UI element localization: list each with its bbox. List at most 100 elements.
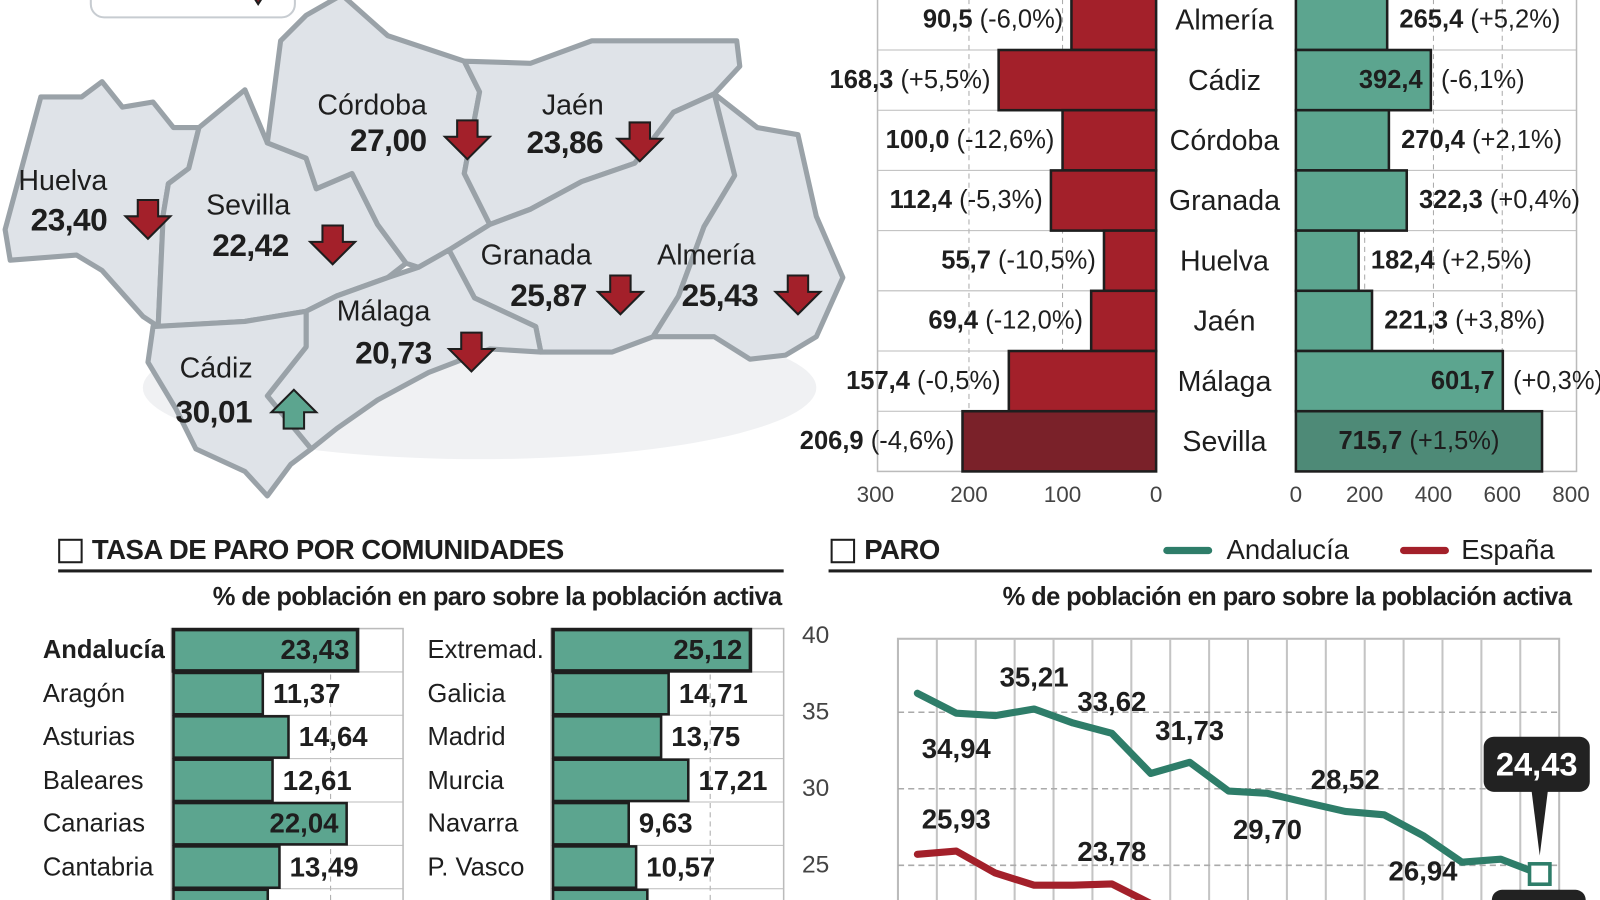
community-bar <box>551 715 663 759</box>
community-value: 22,04 <box>269 808 339 839</box>
community-bar <box>172 758 274 803</box>
change: (+5,5%) <box>900 64 991 94</box>
right-bar-label: 270,4 (+2,1%) <box>1401 127 1562 153</box>
community-bar <box>172 845 281 890</box>
data-label: 26,94 <box>1388 856 1458 887</box>
value: 69,4 <box>928 305 979 335</box>
community-name: Extremad. <box>427 635 544 665</box>
community-value: 25,12 <box>673 634 743 666</box>
value: 265,4 <box>1399 4 1464 34</box>
right-bar <box>1294 0 1389 52</box>
province-category-label: Málaga <box>1177 364 1272 397</box>
left-bar-label: 206,9 (-4,6%) <box>800 428 955 454</box>
province-name-label: Cádiz <box>179 352 253 384</box>
province-category-label: Córdoba <box>1169 123 1280 156</box>
right-bar-label: 221,3 (+3,8%) <box>1384 305 1546 335</box>
right-bar-label: 265,4 (+5,2%) <box>1399 4 1560 34</box>
arrow-down-icon <box>442 119 493 161</box>
community-name: Navarra <box>427 809 519 838</box>
left-bar-label: 69,4 (-12,0%) <box>928 305 1083 335</box>
right-bar-value: 601,7 <box>1430 365 1495 395</box>
x-tick-label: 400 <box>1414 481 1453 508</box>
left-bar-label: 55,7 (-10,5%) <box>941 247 1096 273</box>
community-value: 11,37 <box>273 678 341 709</box>
province-rate-value: 25,43 <box>681 277 759 314</box>
community-bar <box>551 758 690 803</box>
province-rate-value: 20,73 <box>355 334 432 371</box>
left-bar <box>1061 108 1158 172</box>
left-bar <box>1070 0 1158 52</box>
community-value: 17,21 <box>698 764 768 796</box>
value: 90,5 <box>922 4 973 34</box>
community-value: 23,43 <box>280 634 350 666</box>
province-butterfly-chart <box>876 0 1578 473</box>
change: (+2,5%) <box>1441 245 1532 274</box>
legend-label: Andalucía <box>1226 534 1350 566</box>
change: (-6,0%) <box>979 4 1064 34</box>
communities-rule <box>58 569 784 573</box>
left-bar <box>1007 349 1158 413</box>
data-label: 28,52 <box>1310 764 1380 796</box>
value: 182,4 <box>1370 245 1435 274</box>
community-bar <box>551 627 753 673</box>
province-category-label: Sevilla <box>1182 424 1267 457</box>
community-name: Murcia <box>427 765 505 795</box>
y-tick-label: 25 <box>802 851 830 879</box>
community-name: Cantabria <box>42 852 154 882</box>
arrow-down-icon <box>254 0 262 6</box>
community-value: 10,57 <box>646 851 716 883</box>
change: (+3,8%) <box>1455 305 1546 335</box>
left-bar-label: 100,0 (-12,6%) <box>886 127 1055 153</box>
community-bar <box>551 801 630 846</box>
change: (-10,5%) <box>998 245 1096 274</box>
province-category-label: Cádiz <box>1187 63 1262 96</box>
communities-bar-chart <box>170 627 785 900</box>
left-bar <box>961 409 1158 473</box>
community-value: 14,64 <box>298 721 368 753</box>
community-name: Baleares <box>42 765 144 795</box>
change: (+0,4%) <box>1489 185 1580 214</box>
x-tick-label: 200 <box>1345 481 1384 508</box>
data-label: 33,62 <box>1077 686 1147 718</box>
community-bar <box>551 845 638 890</box>
arrow-up-icon <box>268 388 319 430</box>
value: 322,3 <box>1418 185 1483 214</box>
community-name: Madrid <box>427 722 506 752</box>
community-bar <box>172 715 290 759</box>
change: (-5,3%) <box>959 185 1043 214</box>
legend-swatch-green <box>1163 546 1213 555</box>
x-tick-label: 0 <box>1149 481 1163 508</box>
change: (-0,5%) <box>917 365 1001 395</box>
left-bar-label: 157,4 (-0,5%) <box>846 365 1001 395</box>
change: (+1,5%) <box>1409 426 1500 455</box>
right-bar-label: 322,3 (+0,4%) <box>1419 187 1580 213</box>
communities-title: TASA DE PARO POR COMUNIDADES <box>91 534 564 566</box>
community-name: Aragón <box>42 679 126 708</box>
left-bar-label: 168,3 (+5,5%) <box>830 64 991 94</box>
communities-subtitle: % de población en paro sobre la població… <box>212 582 782 612</box>
value: 715,7 <box>1338 426 1403 455</box>
callout-box <box>1483 736 1590 792</box>
community-name: Canarias <box>42 809 145 838</box>
paro-rule <box>828 569 1592 573</box>
summary-box <box>89 0 296 19</box>
arrow-down-icon <box>123 198 173 241</box>
arrow-down-icon <box>773 274 823 316</box>
province-name-label: Almería <box>657 238 756 271</box>
province-rate-value: 27,00 <box>349 122 427 159</box>
left-bar-label: 112,4 (-5,3%) <box>890 187 1043 213</box>
arrow-down-icon <box>614 121 665 163</box>
data-label: 23,78 <box>1077 837 1147 868</box>
right-bar-label: 715,7 (+1,5%) <box>1338 428 1499 454</box>
province-name-label: Huelva <box>18 164 108 196</box>
community-name: Andalucía <box>42 635 165 665</box>
province-rate-value: 23,40 <box>30 202 108 238</box>
value: 206,9 <box>799 426 864 455</box>
right-bar <box>1294 409 1544 473</box>
province-rate-value: 25,87 <box>510 277 587 314</box>
right-bar-label: 182,4 (+2,5%) <box>1371 247 1532 273</box>
province-name-label: Jaén <box>541 88 604 121</box>
province-name-label: Granada <box>480 238 592 271</box>
community-name: Galicia <box>427 679 506 708</box>
value: 100,0 <box>885 124 950 154</box>
